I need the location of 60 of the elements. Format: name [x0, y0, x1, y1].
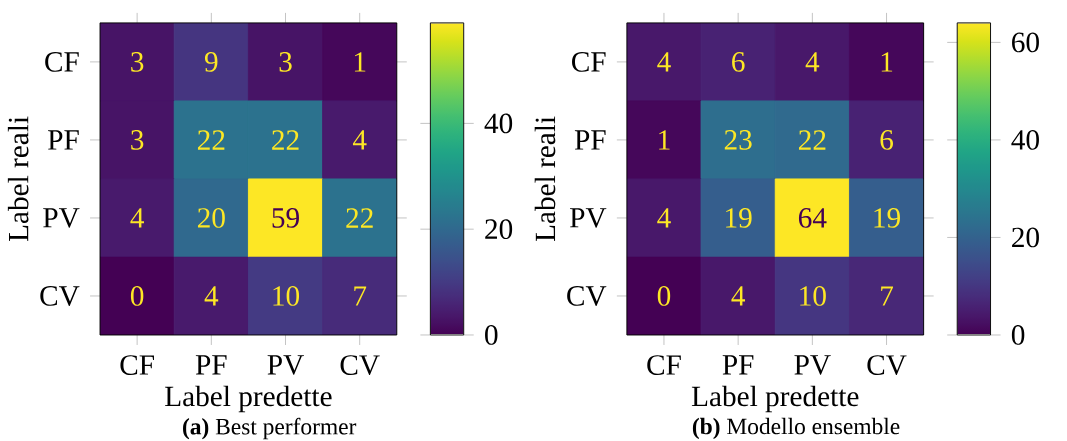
y-tick-label: PF — [574, 130, 606, 150]
data-label: 20 — [197, 208, 225, 228]
x-tick-label: PF — [722, 355, 754, 375]
y-tick-label: CV — [40, 286, 80, 306]
text: (b) Modello ensemble — [692, 417, 900, 440]
y-tick-label: CF — [572, 52, 606, 72]
data-label: 1 — [659, 130, 670, 150]
x-tick-label: CF — [120, 355, 154, 375]
data-label: 23 — [724, 130, 752, 150]
data-label: 1 — [881, 52, 893, 72]
data-label: 6 — [880, 130, 893, 150]
y-axis-title: Label reali — [7, 116, 29, 242]
data-label: 4 — [731, 286, 746, 306]
data-label: 19 — [874, 208, 900, 228]
data-label: 22 — [798, 130, 826, 150]
x-axis-title: Label predette — [691, 385, 859, 413]
data-label: 22 — [197, 130, 225, 150]
data-label: 4 — [204, 286, 219, 306]
data-label: 4 — [805, 52, 820, 72]
color-bar-label: 60 — [1012, 32, 1039, 53]
data-label: 4 — [130, 208, 144, 228]
data-label: 19 — [726, 208, 752, 228]
data-label: 1 — [354, 52, 366, 72]
data-label: 10 — [273, 286, 300, 306]
x-axis-title: Label predette — [165, 385, 332, 413]
color-bar-label: 20 — [485, 219, 513, 240]
data-label: 6 — [732, 52, 745, 72]
data-label: 0 — [657, 286, 671, 306]
y-tick-label: PV — [570, 208, 607, 228]
color-bar-label: 0 — [485, 325, 498, 345]
y-axis-title: Label reali — [534, 116, 556, 242]
x-tick-label: CV — [867, 355, 907, 376]
color-bar-label: 40 — [1011, 130, 1039, 150]
x-tick-label: PV — [267, 355, 304, 375]
x-tick-label: PV — [794, 355, 831, 375]
x-tick-label: CV — [340, 355, 380, 376]
data-label: 3 — [131, 52, 144, 72]
data-label: 4 — [352, 130, 367, 150]
y-tick-label: PV — [43, 208, 80, 228]
x-tick-label: CF — [647, 355, 681, 375]
data-label: 59 — [272, 208, 299, 228]
y-tick-label: PF — [48, 130, 79, 150]
color-bar-label: 0 — [1011, 325, 1025, 345]
data-label: 4 — [657, 52, 671, 72]
data-label: 10 — [800, 286, 826, 306]
data-label: 9 — [204, 52, 218, 72]
data-label: 22 — [346, 208, 373, 228]
data-label: 0 — [130, 286, 144, 306]
text: (a) Best performer — [183, 417, 357, 440]
data-label: 64 — [798, 208, 827, 228]
data-label: 3 — [131, 130, 144, 150]
color-bar-label: 20 — [1012, 227, 1039, 248]
y-tick-label: CV — [567, 286, 607, 306]
y-tick-label: CF — [45, 52, 79, 72]
data-label: 3 — [279, 52, 292, 72]
color-bar-label: 40 — [484, 113, 513, 134]
data-label: 7 — [354, 286, 367, 306]
data-label: 22 — [272, 130, 299, 150]
x-tick-label: PF — [195, 355, 227, 375]
data-label: 7 — [881, 286, 894, 306]
